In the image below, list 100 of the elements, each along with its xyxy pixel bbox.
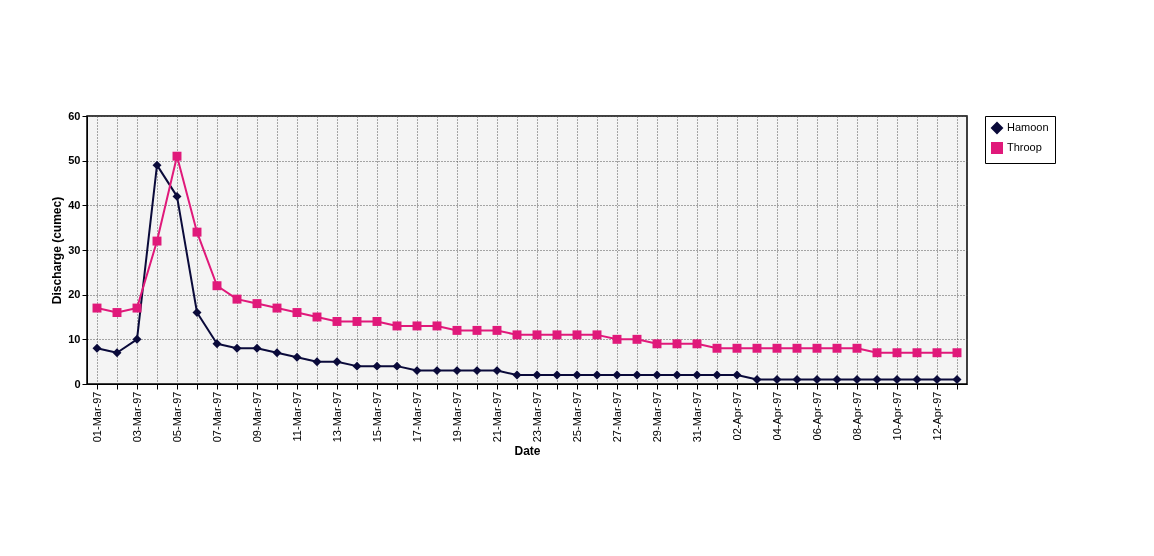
point [512,370,522,380]
point [212,339,222,349]
y-axis-title: Discharge (cumec) [50,196,65,305]
point [532,330,542,340]
point [392,321,402,331]
point [252,299,262,309]
point [832,343,842,353]
point [92,303,102,313]
point [952,348,962,358]
x-tick-label: 07-Mar-97 [210,391,223,443]
point [592,370,602,380]
point [792,375,802,385]
point [372,361,382,371]
point [852,343,862,353]
point [332,316,342,326]
point [432,321,442,331]
point [772,375,782,385]
x-tick-label: 15-Mar-97 [370,391,383,443]
point [152,160,162,170]
y-tick-label: 20 [68,288,81,301]
y-tick-label: 50 [68,154,81,167]
y-tick-label: 10 [68,332,81,345]
x-tick-label: 06-Apr-97 [810,391,823,441]
x-tick-label: 19-Mar-97 [450,391,463,443]
point [392,361,402,371]
x-tick-label: 23-Mar-97 [530,391,543,443]
point [952,375,962,385]
point [492,366,502,376]
point [612,370,622,380]
x-tick-label: 21-Mar-97 [490,391,503,443]
point [812,375,822,385]
x-tick-label: 25-Mar-97 [570,391,583,443]
point [452,325,462,335]
point [572,370,582,380]
point [712,343,722,353]
point [672,370,682,380]
legend-label: Throop [1007,141,1042,153]
point [512,330,522,340]
point [172,151,182,161]
x-tick-label: 02-Apr-97 [730,391,743,441]
point [632,370,642,380]
point [112,348,122,358]
point [92,343,102,353]
point [112,308,122,318]
point [552,370,562,380]
x-tick-label: 11-Mar-97 [290,391,303,442]
point [432,366,442,376]
point [412,321,422,331]
x-tick-label: 13-Mar-97 [330,391,343,443]
point [252,343,262,353]
point [732,343,742,353]
point [632,334,642,344]
x-tick-label: 31-Mar-97 [690,391,703,443]
point [132,303,142,313]
point [472,366,482,376]
y-tick-label: 60 [68,109,81,122]
point [892,348,902,358]
point [732,370,742,380]
x-tick-label: 09-Mar-97 [250,391,263,443]
point [152,236,162,246]
legend-label: Hamoon [1007,121,1049,133]
point [132,334,142,344]
x-tick-label: 08-Apr-97 [850,391,863,441]
x-tick-label: 17-Mar-97 [410,391,423,443]
y-tick-label: 0 [74,377,81,390]
x-tick-label: 29-Mar-97 [650,391,663,443]
point [352,361,362,371]
point [932,375,942,385]
point [472,325,482,335]
point [752,375,762,385]
point [412,366,422,376]
x-tick-label: 03-Mar-97 [130,391,143,443]
point [812,343,822,353]
point [712,370,722,380]
x-tick-label: 10-Apr-97 [890,391,903,441]
x-tick-label: 01-Mar-97 [90,391,103,443]
point [172,191,182,201]
point [792,343,802,353]
point [852,375,862,385]
x-axis-title: Date [514,444,541,459]
point [872,348,882,358]
point [572,330,582,340]
point [372,316,382,326]
x-tick-label: 12-Apr-97 [930,391,943,441]
point [592,330,602,340]
point [652,370,662,380]
point [612,334,622,344]
x-tick-label: 05-Mar-97 [170,391,183,443]
point [772,343,782,353]
point [912,375,922,385]
point [532,370,542,380]
point [692,370,702,380]
point [272,303,282,313]
point [192,308,202,318]
point [232,294,242,304]
point [692,339,702,349]
point [932,348,942,358]
point [192,227,202,237]
point [912,348,922,358]
point [352,316,362,326]
